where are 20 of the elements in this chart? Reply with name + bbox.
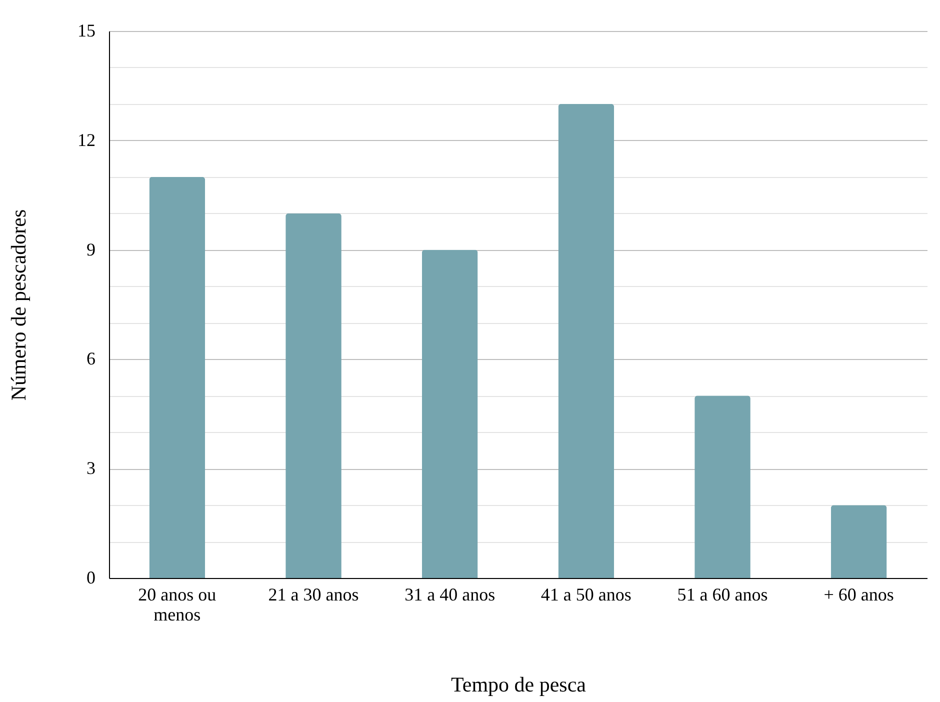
y-tick-label: 0 [86,568,96,588]
x-tick-label: 51 a 60 anos [677,584,768,604]
y-tick-label: 9 [86,239,96,260]
x-tick-label: 20 anos ou menos [138,584,216,624]
y-tick-label: 6 [86,348,96,369]
x-tick-label: 31 a 40 anos [404,584,496,604]
bar [286,213,342,578]
bar [830,505,887,578]
y-tick-label: 3 [86,458,96,478]
y-tick-label: 12 [78,130,96,150]
bar [558,104,614,578]
y-tick-label: 15 [78,20,96,40]
bar [149,176,206,578]
x-tick-label: + 60 anos [824,584,894,604]
x-tick-label: 41 a 50 anos [540,584,632,604]
bar [694,396,750,578]
y-axis-title: Número de pescadores [6,209,30,401]
x-axis-title: Tempo de pesca [451,672,587,696]
x-tick-label: 21 a 30 anos [268,584,359,604]
bar [422,250,478,578]
